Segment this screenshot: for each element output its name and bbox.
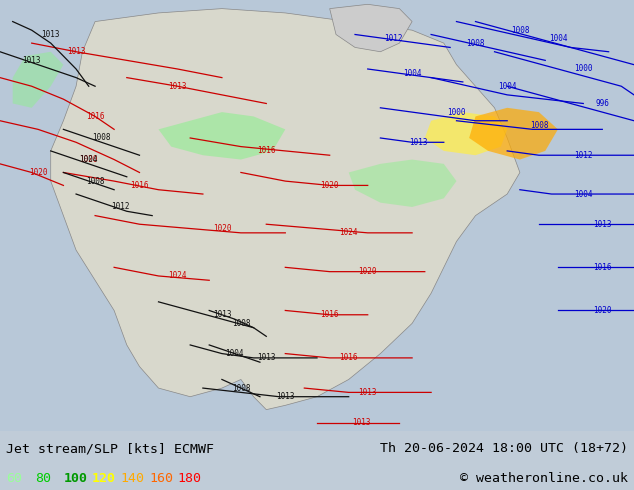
Text: 1008: 1008 — [529, 121, 548, 129]
Text: 180: 180 — [178, 472, 202, 485]
Text: 1013: 1013 — [276, 392, 295, 401]
Text: 1012: 1012 — [111, 202, 130, 212]
Text: 1016: 1016 — [130, 181, 149, 190]
Text: Th 20-06-2024 18:00 UTC (18+72): Th 20-06-2024 18:00 UTC (18+72) — [380, 442, 628, 455]
Text: 1020: 1020 — [358, 267, 377, 276]
Text: 1004: 1004 — [225, 349, 244, 358]
Text: 1020: 1020 — [593, 306, 612, 315]
Text: © weatheronline.co.uk: © weatheronline.co.uk — [460, 472, 628, 485]
Text: 1008: 1008 — [466, 39, 485, 48]
Text: 1013: 1013 — [358, 388, 377, 397]
Text: 1004: 1004 — [574, 190, 593, 198]
Text: Jet stream/SLP [kts] ECMWF: Jet stream/SLP [kts] ECMWF — [6, 442, 214, 455]
Text: 1020: 1020 — [212, 224, 231, 233]
Text: 1004: 1004 — [403, 69, 422, 78]
Text: 1013: 1013 — [67, 47, 86, 56]
Polygon shape — [349, 160, 456, 207]
Polygon shape — [330, 4, 412, 52]
Text: 1016: 1016 — [257, 147, 276, 155]
Text: 1016: 1016 — [320, 310, 339, 319]
Text: 1008: 1008 — [231, 319, 250, 328]
Text: 1016: 1016 — [86, 112, 105, 121]
Text: 1012: 1012 — [384, 34, 403, 43]
Text: 1013: 1013 — [352, 418, 371, 427]
Text: 80: 80 — [35, 472, 51, 485]
Text: 1004: 1004 — [79, 155, 98, 164]
Text: 1008: 1008 — [510, 25, 529, 35]
Polygon shape — [51, 9, 520, 410]
Polygon shape — [158, 112, 285, 160]
Text: 1013: 1013 — [41, 30, 60, 39]
Text: 1013: 1013 — [257, 353, 276, 363]
Text: 140: 140 — [120, 472, 145, 485]
Text: 1013: 1013 — [212, 310, 231, 319]
Text: 1000: 1000 — [447, 108, 466, 117]
Text: 1012: 1012 — [574, 151, 593, 160]
Text: 1016: 1016 — [593, 263, 612, 272]
Polygon shape — [469, 108, 558, 160]
Text: 100: 100 — [63, 472, 87, 485]
Text: 1004: 1004 — [498, 82, 517, 91]
Text: 1000: 1000 — [574, 65, 593, 74]
Polygon shape — [425, 112, 507, 155]
Text: 996: 996 — [595, 99, 609, 108]
Text: 1013: 1013 — [593, 220, 612, 229]
Text: 1013: 1013 — [168, 82, 187, 91]
Text: 160: 160 — [149, 472, 173, 485]
Text: 1008: 1008 — [231, 384, 250, 392]
Polygon shape — [13, 52, 63, 108]
Text: 1013: 1013 — [409, 138, 428, 147]
Text: 1024: 1024 — [339, 228, 358, 237]
Text: 1020: 1020 — [320, 181, 339, 190]
Text: 1020: 1020 — [79, 155, 98, 164]
Text: 60: 60 — [6, 472, 22, 485]
Text: 1004: 1004 — [548, 34, 567, 43]
Text: 1020: 1020 — [29, 168, 48, 177]
Text: 120: 120 — [92, 472, 116, 485]
Text: 1016: 1016 — [339, 353, 358, 363]
Text: 1013: 1013 — [22, 56, 41, 65]
Text: 1024: 1024 — [168, 271, 187, 280]
Text: 1008: 1008 — [92, 133, 111, 143]
Text: 1008: 1008 — [86, 176, 105, 186]
